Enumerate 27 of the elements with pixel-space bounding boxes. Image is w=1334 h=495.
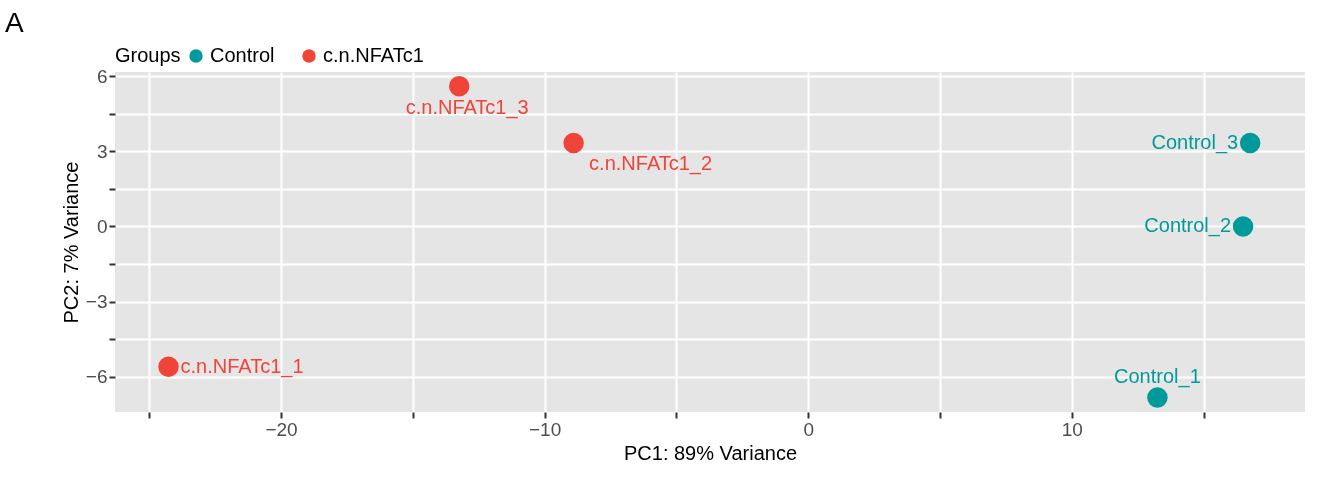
legend-label: Control	[210, 44, 275, 66]
y-tick-label: 6	[96, 65, 108, 87]
legend-label: c.n.NFATc1	[323, 44, 424, 66]
y-axis-title: PC2: 7% Variance	[59, 161, 82, 324]
y-tick-label: 3	[96, 140, 108, 162]
x-tick-label: 0	[803, 418, 814, 440]
annotation: Control_1	[1114, 365, 1201, 389]
point	[448, 76, 470, 97]
point	[563, 132, 584, 154]
point	[1232, 216, 1254, 237]
y-tick-label: −3	[85, 291, 108, 313]
x-axis-title: PC1: 89% Variance	[623, 441, 798, 464]
point	[1147, 387, 1168, 408]
annotation: c.n.NFATc1_3	[405, 96, 529, 120]
x-tick-label: −10	[529, 418, 562, 440]
point	[158, 356, 179, 378]
y-tick-label: 0	[96, 215, 108, 237]
y-tick-label: −6	[85, 366, 108, 388]
text: A	[5, 7, 24, 38]
x-tick-label: −20	[265, 418, 298, 440]
x-tick-label: 10	[1061, 418, 1083, 440]
annotation: Control_2	[1144, 214, 1232, 238]
annotation: c.n.NFATc1_1	[180, 354, 304, 378]
legend-title: Groups	[115, 44, 181, 66]
point	[1239, 132, 1261, 154]
annotation: Control_3	[1151, 130, 1239, 154]
annotation: c.n.NFATc1_2	[589, 151, 713, 175]
